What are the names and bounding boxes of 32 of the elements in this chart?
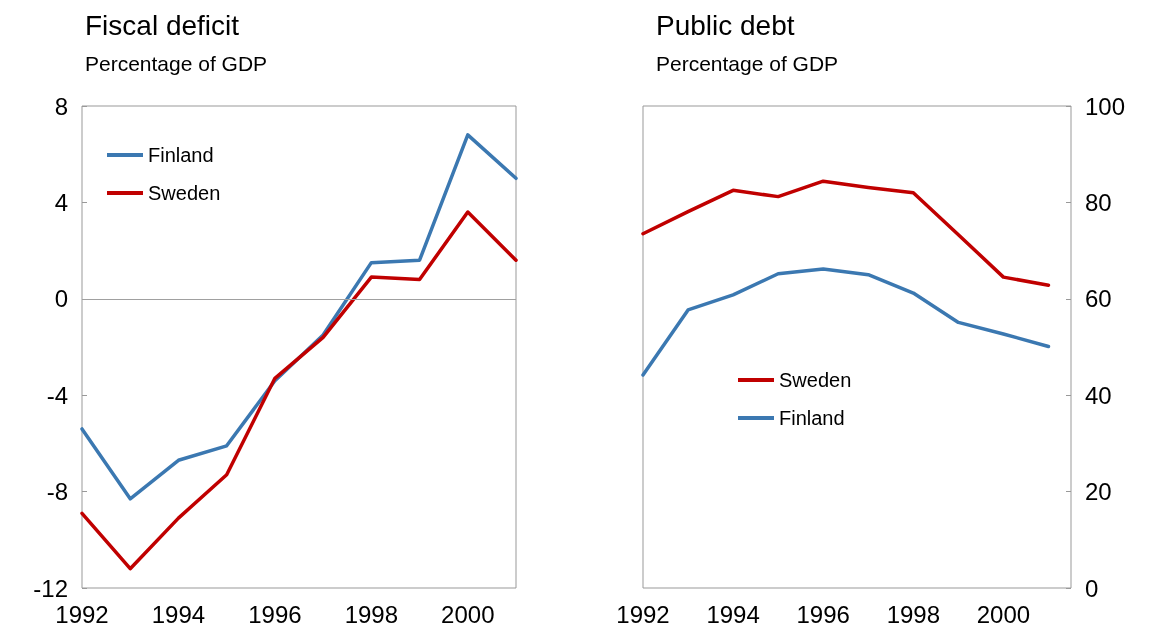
y-tick-label: 0 — [54, 285, 68, 313]
y2-tick-label: 100 — [1085, 92, 1126, 120]
chart-title: Fiscal deficit — [85, 9, 240, 41]
x-tick-label: 1994 — [151, 600, 206, 628]
legend-label: Finland — [148, 144, 214, 166]
y-tick-label: 8 — [54, 92, 68, 120]
x-tick-label: 1992 — [55, 600, 109, 628]
legend-label: Finland — [779, 407, 845, 429]
chart-subtitle: Percentage of GDP — [656, 52, 839, 75]
y-tick-label: -12 — [33, 574, 68, 602]
y2-tick-label: 80 — [1085, 188, 1112, 216]
x-tick-label: 2000 — [441, 600, 495, 628]
y-tick-label: -8 — [46, 478, 68, 506]
x-tick-label: 1998 — [886, 600, 941, 628]
chart-subtitle: Percentage of GDP — [85, 52, 268, 75]
y2-tick-label: 20 — [1085, 478, 1112, 506]
y-tick-label: -4 — [46, 381, 68, 409]
y2-tick-label: 0 — [1085, 574, 1099, 602]
y2-tick-label: 40 — [1085, 381, 1112, 409]
legend-label: Sweden — [148, 182, 221, 204]
x-tick-label: 2000 — [976, 600, 1031, 628]
y-tick-label: 4 — [54, 188, 68, 216]
legend-label: Sweden — [779, 369, 852, 391]
y2-tick-label: 60 — [1085, 285, 1112, 313]
x-tick-label: 1996 — [796, 600, 850, 628]
line-series — [80, 210, 518, 571]
chart-title: Public debt — [656, 9, 795, 41]
x-tick-label: 1994 — [706, 600, 760, 628]
x-tick-label: 1998 — [344, 600, 399, 628]
x-tick-label: 1992 — [616, 600, 670, 628]
line-series — [641, 179, 1051, 288]
x-tick-label: 1996 — [248, 600, 302, 628]
